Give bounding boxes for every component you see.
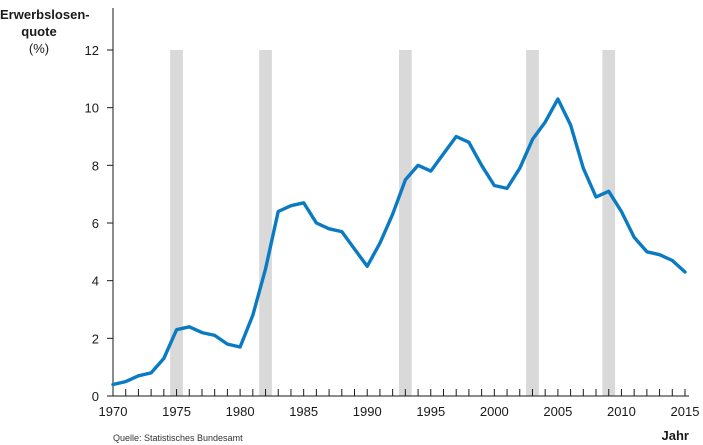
x-tick-label-1995: 1995 — [416, 404, 445, 419]
x-tick-label-2005: 2005 — [543, 404, 572, 419]
shaded-period-1 — [259, 50, 272, 396]
x-tick-label-1985: 1985 — [289, 404, 318, 419]
y-tick-label-0: 0 — [92, 389, 99, 404]
y-tick-label-2: 2 — [92, 331, 99, 346]
y-tick-label-8: 8 — [92, 158, 99, 173]
x-tick-label-2010: 2010 — [607, 404, 636, 419]
x-tick-label-1970: 1970 — [99, 404, 128, 419]
y-tick-label-6: 6 — [92, 216, 99, 231]
y-axis-label-line-2: quote — [21, 24, 57, 39]
unemployment-rate-line — [111, 97, 687, 387]
shaded-period-4 — [602, 50, 616, 396]
y-tick-label-10: 10 — [85, 101, 99, 116]
shaded-period-3 — [526, 50, 539, 396]
y-tick-label-4: 4 — [92, 274, 99, 289]
source-note: Quelle: Statistisches Bundesamt — [113, 433, 243, 443]
x-axis-label: Jahr — [661, 428, 689, 443]
y-axis-unit: (%) — [28, 41, 50, 56]
y-tick-label-12: 12 — [85, 43, 99, 58]
x-tick-label-2015: 2015 — [671, 404, 700, 419]
x-tick-label-1980: 1980 — [226, 404, 255, 419]
x-tick-label-1975: 1975 — [162, 404, 191, 419]
x-tick-label-2000: 2000 — [480, 404, 509, 419]
x-tick-label-1990: 1990 — [353, 404, 382, 419]
y-axis-label-line-1: Erwerbslosen- — [0, 7, 90, 22]
y-axis-label: Erwerbslosen- quote (%) — [0, 6, 90, 57]
shaded-period-0 — [170, 50, 183, 396]
shaded-period-2 — [399, 50, 412, 396]
